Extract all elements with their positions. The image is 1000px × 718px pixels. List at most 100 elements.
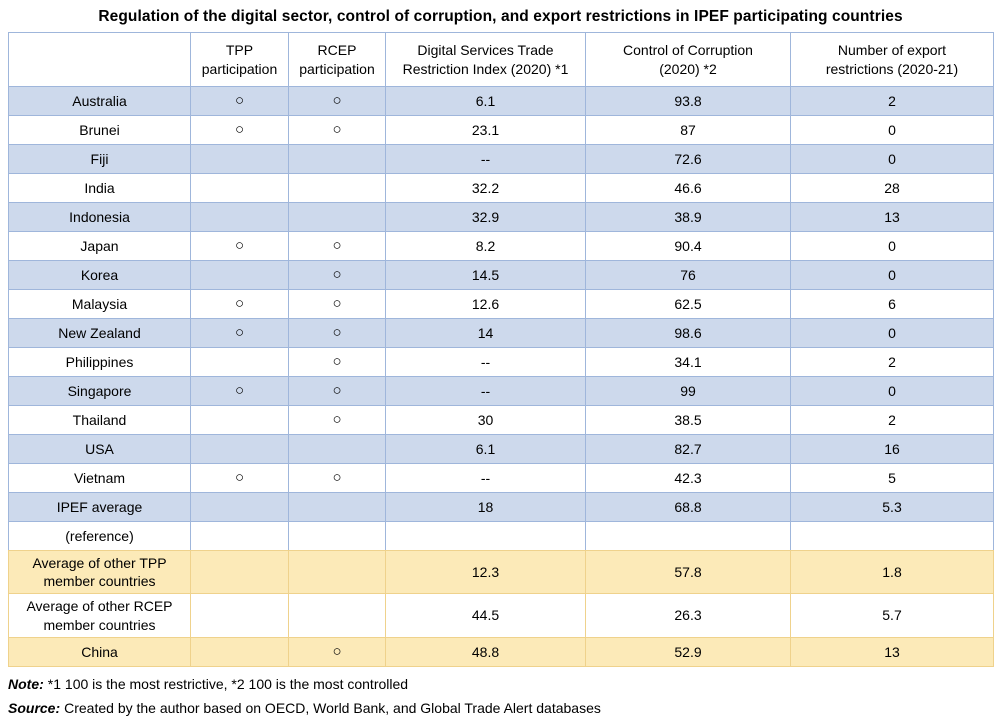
tpp-participation-cell <box>190 202 289 232</box>
export-restrictions-cell: 13 <box>790 202 994 232</box>
rcep-participation-cell: ○ <box>288 86 386 116</box>
country-cell: Korea <box>8 260 191 290</box>
dstri-cell: -- <box>385 376 586 406</box>
tpp-participation-cell <box>190 173 289 203</box>
col-header-rcep-participation: RCEP participation <box>288 32 386 87</box>
col-header-tpp-participation: TPP participation <box>190 32 289 87</box>
tpp-participation-cell <box>190 521 289 551</box>
col-header-control-of-corruption: Control of Corruption (2020) *2 <box>585 32 791 87</box>
table-row: (reference) <box>8 521 994 551</box>
dstri-cell: 30 <box>385 405 586 435</box>
tpp-participation-cell: ○ <box>190 115 289 145</box>
country-cell: (reference) <box>8 521 191 551</box>
rcep-participation-cell <box>288 521 386 551</box>
control-of-corruption-cell: 38.5 <box>585 405 791 435</box>
tpp-participation-cell <box>190 347 289 377</box>
dstri-cell: 14.5 <box>385 260 586 290</box>
control-of-corruption-cell: 42.3 <box>585 463 791 493</box>
country-cell: Average of other RCEP member countries <box>8 593 191 638</box>
dstri-cell: -- <box>385 347 586 377</box>
rcep-participation-cell: ○ <box>288 347 386 377</box>
rcep-participation-cell: ○ <box>288 318 386 348</box>
country-cell: Thailand <box>8 405 191 435</box>
control-of-corruption-cell: 76 <box>585 260 791 290</box>
country-cell: Vietnam <box>8 463 191 493</box>
ipef-data-table: TPP participation RCEP participation Dig… <box>8 32 994 667</box>
rcep-participation-cell: ○ <box>288 260 386 290</box>
dstri-cell: 12.3 <box>385 549 586 595</box>
dstri-cell: 6.1 <box>385 434 586 464</box>
control-of-corruption-cell: 90.4 <box>585 231 791 261</box>
rcep-participation-cell <box>288 173 386 203</box>
table-row: USA 6.1 82.7 16 <box>8 434 994 464</box>
rcep-participation-cell: ○ <box>288 115 386 145</box>
notes-section: Note: *1 100 is the most restrictive, *2 … <box>8 676 993 718</box>
tpp-participation-cell <box>190 405 289 435</box>
source-line: Source: Created by the author based on OE… <box>8 700 993 718</box>
export-restrictions-cell: 2 <box>790 86 994 116</box>
export-restrictions-cell: 28 <box>790 173 994 203</box>
country-cell: India <box>8 173 191 203</box>
table-body: Australia ○ ○ 6.1 93.8 2 Brunei ○ ○ 23.1 87 0 Fiji --… <box>8 86 994 667</box>
export-restrictions-cell: 2 <box>790 405 994 435</box>
dstri-cell <box>385 521 586 551</box>
rcep-participation-cell: ○ <box>288 376 386 406</box>
tpp-participation-cell: ○ <box>190 318 289 348</box>
rcep-participation-cell <box>288 593 386 638</box>
rcep-participation-cell <box>288 202 386 232</box>
table-row: Average of other RCEP member countries 44… <box>8 593 994 638</box>
tpp-participation-cell: ○ <box>190 86 289 116</box>
export-restrictions-cell: 0 <box>790 231 994 261</box>
source-text: Created by the author based on OECD, Wor… <box>64 700 601 717</box>
control-of-corruption-cell: 68.8 <box>585 492 791 522</box>
col-header-country <box>8 32 191 87</box>
tpp-participation-cell <box>190 144 289 174</box>
tpp-participation-cell: ○ <box>190 463 289 493</box>
tpp-participation-cell <box>190 260 289 290</box>
country-cell: USA <box>8 434 191 464</box>
table-row: Australia ○ ○ 6.1 93.8 2 <box>8 86 994 116</box>
rcep-participation-cell: ○ <box>288 463 386 493</box>
dstri-cell: 32.9 <box>385 202 586 232</box>
dstri-cell: 14 <box>385 318 586 348</box>
control-of-corruption-cell: 38.9 <box>585 202 791 232</box>
rcep-participation-cell: ○ <box>288 636 386 667</box>
rcep-participation-cell <box>288 549 386 595</box>
control-of-corruption-cell: 99 <box>585 376 791 406</box>
rcep-participation-cell: ○ <box>288 405 386 435</box>
dstri-cell: 23.1 <box>385 115 586 145</box>
tpp-participation-cell: ○ <box>190 376 289 406</box>
header-row: TPP participation RCEP participation Dig… <box>8 32 994 87</box>
export-restrictions-cell: 0 <box>790 318 994 348</box>
table-row: IPEF average 18 68.8 5.3 <box>8 492 994 522</box>
export-restrictions-cell: 13 <box>790 636 994 667</box>
table-row: Indonesia 32.9 38.9 13 <box>8 202 994 232</box>
export-restrictions-cell: 0 <box>790 144 994 174</box>
rcep-participation-cell <box>288 492 386 522</box>
export-restrictions-cell: 5 <box>790 463 994 493</box>
export-restrictions-cell: 0 <box>790 115 994 145</box>
dstri-cell: -- <box>385 463 586 493</box>
export-restrictions-cell: 5.3 <box>790 492 994 522</box>
country-cell: China <box>8 636 191 667</box>
country-cell: Malaysia <box>8 289 191 319</box>
dstri-cell: 48.8 <box>385 636 586 667</box>
country-cell: Average of other TPP member countries <box>8 549 191 595</box>
export-restrictions-cell: 5.7 <box>790 593 994 638</box>
table-row: Fiji -- 72.6 0 <box>8 144 994 174</box>
country-cell: Japan <box>8 231 191 261</box>
table-row: Malaysia ○ ○ 12.6 62.5 6 <box>8 289 994 319</box>
country-cell: Brunei <box>8 115 191 145</box>
table-row: Singapore ○ ○ -- 99 0 <box>8 376 994 406</box>
rcep-participation-cell: ○ <box>288 231 386 261</box>
export-restrictions-cell: 2 <box>790 347 994 377</box>
col-header-export-restrictions: Number of export restrictions (2020-21) <box>790 32 994 87</box>
table-row: Korea ○ 14.5 76 0 <box>8 260 994 290</box>
note-text: *1 100 is the most restrictive, *2 100 i… <box>47 675 409 692</box>
control-of-corruption-cell: 98.6 <box>585 318 791 348</box>
dstri-cell: 18 <box>385 492 586 522</box>
page-title: Regulation of the digital sector, contro… <box>98 8 903 25</box>
country-cell: IPEF average <box>8 492 191 522</box>
tpp-participation-cell <box>190 636 289 667</box>
